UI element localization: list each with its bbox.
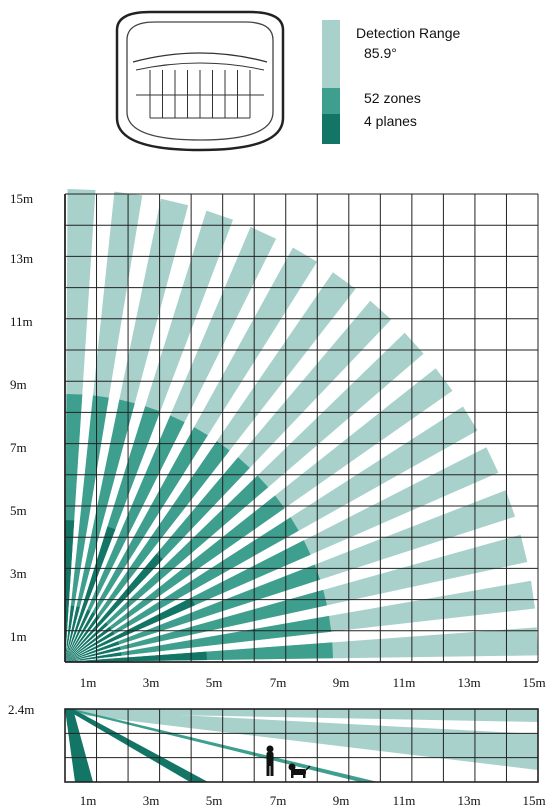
x-tick-label: 9m [333,793,350,808]
beam-near-zone [65,615,100,662]
beam-mid-zone [65,415,185,662]
legend-title: Detection Range [356,25,461,41]
x-tick-label: 5m [206,675,223,690]
beam-near-zone [65,553,163,662]
legend-swatch-dark [322,114,340,144]
dog-icon [288,763,311,778]
sensor-illustration [115,10,285,152]
side-view-beams [65,709,538,782]
beam-near-zone [65,597,195,662]
x-tick-label: 3m [143,675,160,690]
y-tick-label: 5m [10,503,27,518]
x-tick-label: 7m [270,675,287,690]
side-view-chart: 2.4m 1m 3m 5m 7m 9m 11m 13m 15m [8,702,546,808]
x-tick-label: 1m [80,675,97,690]
x-tick-label: 9m [333,675,350,690]
beam-mid-zone [65,399,135,662]
side-beam [65,709,538,770]
legend: Detection Range 85.9° 52 zones 4 planes [322,20,461,144]
beam-near-zone [65,609,91,662]
beam-mid-zone [65,427,208,662]
legend-swatch-light [322,20,340,88]
x-tick-label: 13m [457,675,480,690]
beam-near-zone [65,612,96,662]
x-tick-label: 15m [522,675,545,690]
y-tick-label: 11m [10,314,33,329]
legend-planes: 4 planes [364,113,417,129]
beam-mid-zone [65,517,299,662]
top-view-x-ticks: 1m 3m 5m 7m 9m 11m 13m 15m [80,675,546,690]
side-beam [65,709,93,782]
y-tick-label: 3m [10,566,27,581]
top-view-chart: 15m 13m 11m 9m 7m 5m 3m 1m 1m 3m 5m 7m 9… [10,189,546,690]
x-tick-label: 13m [457,793,480,808]
side-beam [65,709,538,722]
beam-near-zone [65,622,108,662]
person-icon [266,745,274,776]
beam-near-zone [65,641,119,662]
x-tick-label: 7m [270,793,287,808]
legend-angle: 85.9° [364,45,397,61]
beam-near-zone [65,652,122,662]
beam-near-zone [65,651,207,662]
beam-mid-zone [65,615,332,662]
beam-near-zone [65,631,115,662]
side-view-x-ticks: 1m 3m 5m 7m 9m 11m 13m 15m [80,793,546,808]
beam-near-zone [65,646,121,662]
beam-near-zone [65,605,75,662]
y-tick-label: 1m [10,629,27,644]
beam-near-zone [65,606,80,662]
beam-mid-zone [65,564,321,662]
beam-near-zone [65,626,112,662]
side-beam [65,709,208,782]
beam-mid-zone [65,395,109,662]
top-view-grid [64,193,539,663]
legend-zones: 52 zones [364,90,421,106]
x-tick-label: 5m [206,793,223,808]
y-tick-label: 9m [10,377,27,392]
x-tick-label: 3m [143,793,160,808]
y-tick-label: 7m [10,440,27,455]
x-tick-label: 11m [393,675,416,690]
legend-swatch-mid [322,88,340,114]
x-tick-label: 11m [393,793,416,808]
beam-near-zone [65,526,116,662]
side-beam [65,709,378,782]
beam-mid-zone [65,589,327,662]
x-tick-label: 1m [80,793,97,808]
side-view-height-label: 2.4m [8,702,34,717]
y-tick-label: 15m [10,191,33,206]
side-view-grid [64,708,539,783]
beam-mid-zone [65,441,230,662]
x-tick-label: 15m [522,793,545,808]
top-view-y-ticks: 15m 13m 11m 9m 7m 5m 3m 1m [10,191,33,644]
top-view-beams [65,189,538,663]
beam-near-zone [65,520,75,662]
y-tick-label: 13m [10,251,33,266]
